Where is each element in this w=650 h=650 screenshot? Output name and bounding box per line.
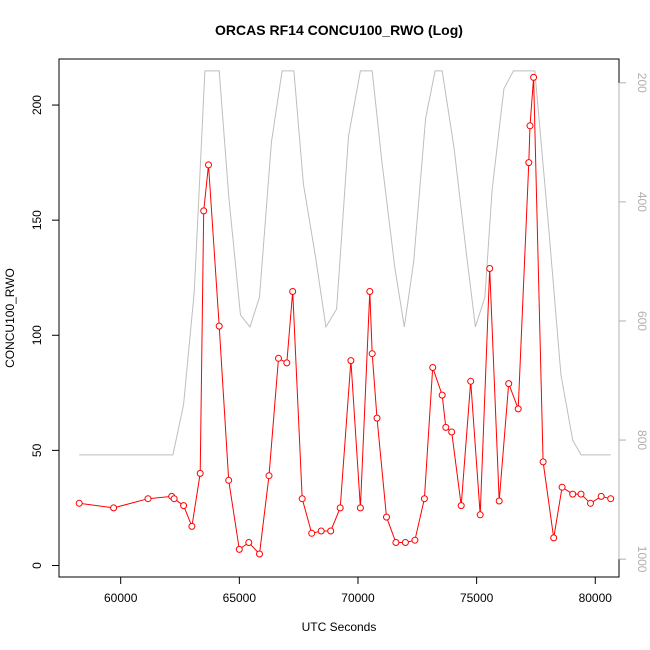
y-tick-label: 0	[30, 562, 44, 569]
data-point	[539, 458, 547, 466]
data-point	[317, 527, 325, 535]
data-point	[607, 495, 615, 503]
data-point	[308, 529, 316, 537]
y2-axis: 200 400 600 800 1000	[618, 73, 649, 573]
y2-tick-label: 200	[635, 73, 649, 93]
data-point	[170, 495, 178, 503]
data-point	[569, 490, 577, 498]
data-point	[298, 495, 306, 503]
y-tick-label: 150	[30, 210, 44, 230]
data-point	[215, 322, 223, 330]
data-point	[256, 550, 263, 558]
y-tick-label: 100	[30, 325, 44, 345]
data-point	[75, 499, 83, 507]
data-point	[442, 423, 450, 431]
data-point	[383, 513, 390, 521]
y-axis-label: CONCU100_RWO	[3, 268, 17, 368]
data-point	[275, 354, 282, 362]
data-point	[392, 539, 400, 546]
data-point	[401, 539, 409, 546]
data-point	[110, 504, 118, 512]
data-point	[526, 122, 534, 130]
data-point	[373, 414, 381, 422]
y-tick-label: 200	[30, 95, 44, 115]
y-axis: 0 50 100 150 200	[30, 95, 60, 569]
data-point	[514, 405, 522, 413]
data-point	[429, 364, 437, 371]
data-point	[577, 490, 585, 498]
data-point	[420, 495, 428, 503]
y2-tick-label: 600	[635, 311, 649, 331]
data-point	[486, 265, 494, 272]
data-point	[235, 545, 243, 553]
data-point	[467, 377, 475, 385]
data-point	[144, 495, 152, 503]
data-point	[356, 504, 364, 512]
data-point	[411, 536, 419, 544]
series-left-line	[75, 73, 615, 558]
data-point	[558, 483, 566, 491]
x-tick-label: 70000	[341, 591, 375, 605]
data-point	[368, 350, 376, 358]
data-point	[448, 428, 456, 436]
data-point	[336, 504, 344, 512]
x-tick-label: 65000	[223, 591, 257, 605]
data-point	[188, 522, 196, 530]
data-point	[597, 492, 605, 500]
data-point	[265, 472, 273, 480]
data-point	[530, 73, 538, 81]
y2-tick-label: 1000	[635, 546, 649, 573]
data-point	[495, 497, 503, 505]
chart-title: ORCAS RF14 CONCU100_RWO (Log)	[215, 22, 463, 38]
x-tick-label: 60000	[104, 591, 138, 605]
data-point	[366, 288, 374, 295]
data-point	[180, 502, 188, 510]
data-point	[245, 539, 253, 546]
y-tick-label: 50	[30, 443, 44, 457]
data-point	[347, 357, 355, 365]
data-point	[505, 380, 513, 388]
data-point	[550, 534, 558, 542]
x-tick-label: 80000	[579, 591, 613, 605]
data-point	[457, 502, 465, 510]
data-point	[525, 159, 533, 167]
y2-tick-label: 800	[635, 430, 649, 450]
series-right-line	[79, 70, 611, 456]
data-point	[327, 527, 335, 535]
data-point	[289, 288, 297, 295]
data-point	[476, 511, 484, 519]
x-axis: 60000 65000 70000 75000 80000	[104, 576, 613, 605]
x-axis-label: UTC Seconds	[302, 620, 377, 634]
series-right-path	[79, 70, 611, 456]
x-tick-label: 75000	[460, 591, 494, 605]
data-point	[225, 476, 233, 484]
data-point	[196, 469, 204, 477]
data-point	[587, 499, 594, 507]
data-point	[438, 391, 446, 399]
data-point	[205, 161, 212, 169]
data-point	[283, 359, 291, 367]
data-point	[200, 207, 208, 215]
y2-tick-label: 400	[635, 192, 649, 212]
series-left-path	[79, 77, 611, 556]
